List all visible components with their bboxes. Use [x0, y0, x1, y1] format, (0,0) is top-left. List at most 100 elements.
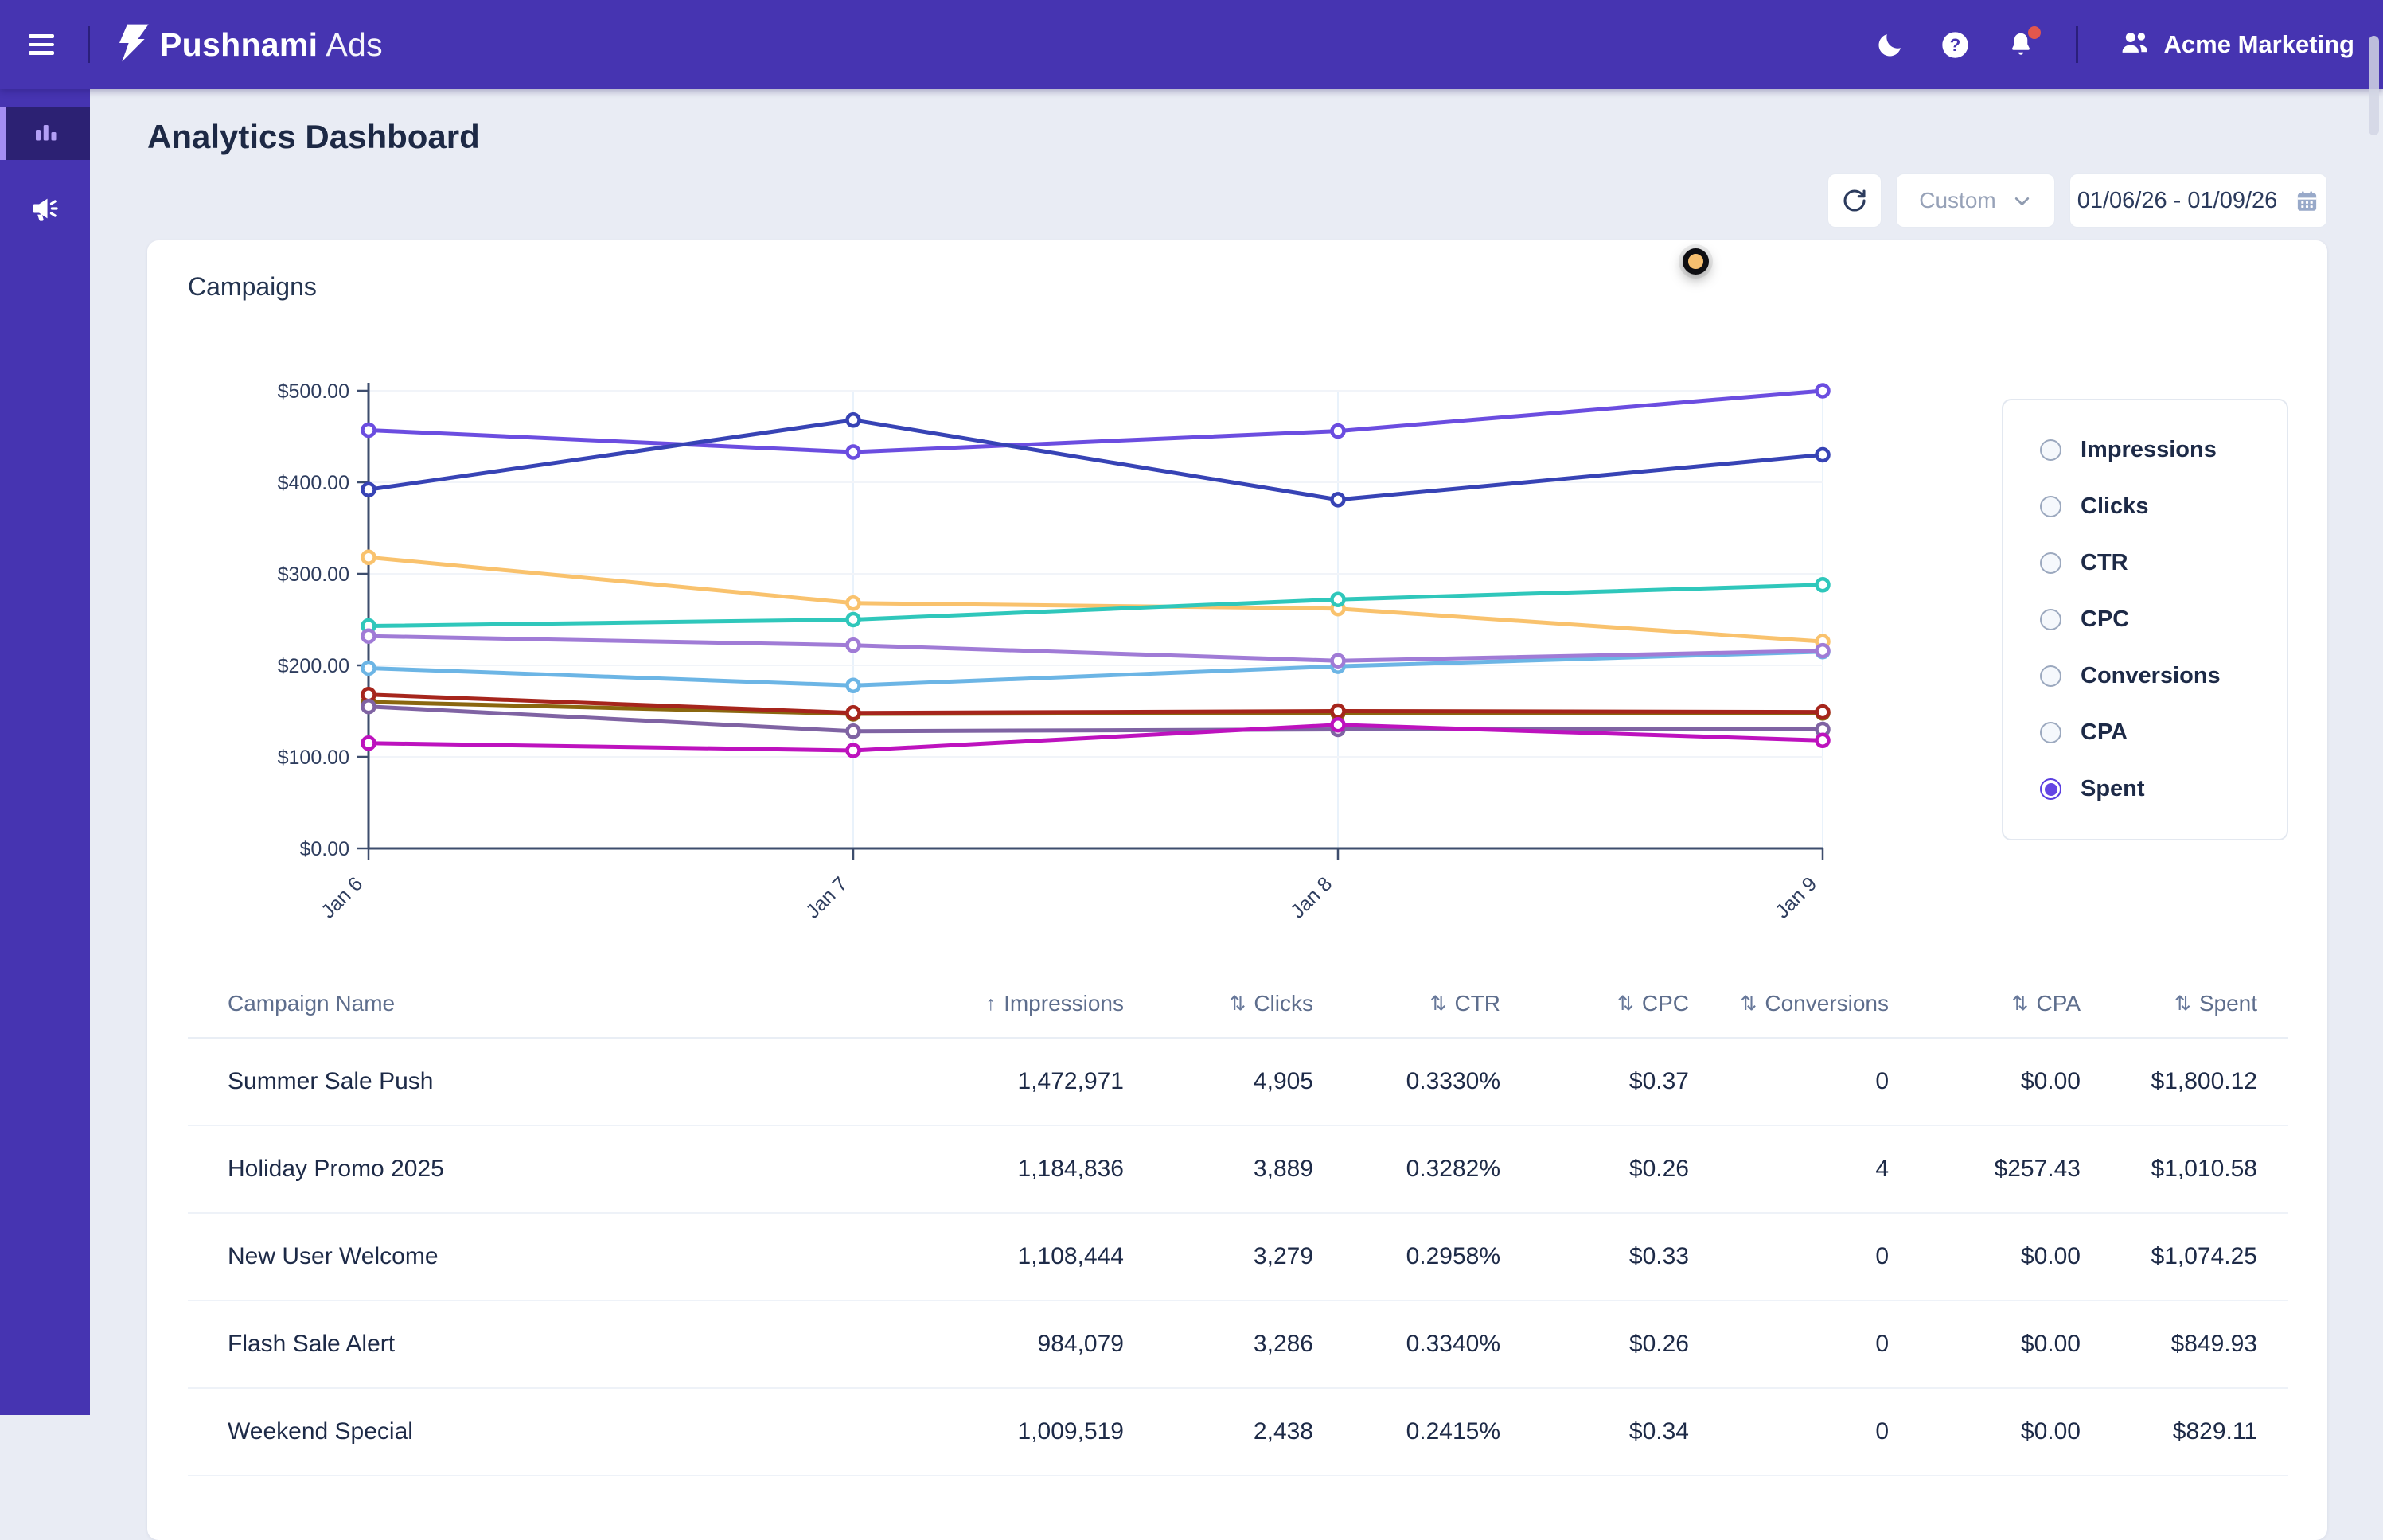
- column-header-conversions[interactable]: ⇅ Conversions: [1689, 973, 1889, 1037]
- data-point[interactable]: [1330, 653, 1346, 669]
- column-label: CTR: [1454, 991, 1500, 1016]
- topbar-divider: [88, 26, 90, 63]
- sort-icon: ⇅: [1740, 992, 1757, 1015]
- table-row[interactable]: Holiday Promo 2025 1,184,836 3,889 0.3282% $…: [188, 1126, 2288, 1214]
- radio-cpa[interactable]: [2040, 722, 2061, 743]
- radio-impressions[interactable]: [2040, 439, 2061, 461]
- legend-label: Impressions: [2081, 437, 2217, 462]
- data-point[interactable]: [1815, 577, 1831, 593]
- sidebar-item-analytics[interactable]: [0, 107, 90, 160]
- data-point[interactable]: [361, 422, 376, 439]
- legend-option-cpa[interactable]: CPA: [2040, 719, 2279, 746]
- data-point[interactable]: [845, 637, 861, 653]
- legend-label: CTR: [2081, 550, 2128, 575]
- legend-option-impressions[interactable]: Impressions: [2040, 437, 2279, 463]
- data-point[interactable]: [1330, 492, 1346, 508]
- page-title: Analytics Dashboard: [147, 118, 480, 155]
- data-point[interactable]: [361, 628, 376, 644]
- value-cell: 0.3340%: [1406, 1331, 1500, 1357]
- radio-spent[interactable]: [2040, 778, 2061, 800]
- radio-cpc[interactable]: [2040, 609, 2061, 630]
- table-row[interactable]: New User Welcome 1,108,444 3,279 0.2958% $0.…: [188, 1214, 2288, 1301]
- users-icon: [2118, 26, 2151, 64]
- table-row[interactable]: Flash Sale Alert 984,079 3,286 0.3340% $0.26…: [188, 1301, 2288, 1389]
- refresh-button[interactable]: [1827, 173, 1882, 228]
- chart-line-series-4: [366, 583, 1825, 629]
- data-point[interactable]: [845, 743, 861, 758]
- dark-mode-moon-icon[interactable]: [1875, 29, 1905, 60]
- data-point[interactable]: [845, 444, 861, 460]
- chevron-down-icon: [2014, 197, 2029, 205]
- data-point[interactable]: [1330, 703, 1346, 719]
- table-row[interactable]: Weekend Special 1,009,519 2,438 0.2415% $0.3…: [188, 1389, 2288, 1476]
- data-point[interactable]: [1815, 446, 1831, 463]
- value-cell: 0.2415%: [1406, 1418, 1500, 1444]
- lightning-bolt-icon: [114, 23, 149, 67]
- value-cell: 0.2958%: [1406, 1243, 1500, 1269]
- legend-option-cpc[interactable]: CPC: [2040, 606, 2279, 633]
- column-header-spent[interactable]: ⇅ Spent: [2081, 973, 2257, 1037]
- data-point[interactable]: [845, 723, 861, 739]
- campaign-name-cell: Flash Sale Alert: [228, 1331, 396, 1357]
- brand-name: Pushnami Ads: [160, 25, 383, 63]
- data-point[interactable]: [1330, 423, 1346, 439]
- data-point[interactable]: [845, 595, 861, 611]
- data-point[interactable]: [361, 699, 376, 715]
- chart-line-series-5: [366, 649, 1825, 688]
- data-point[interactable]: [845, 412, 861, 428]
- value-cell: 4: [1875, 1156, 1889, 1182]
- column-header-cpa[interactable]: ⇅ CPA: [1889, 973, 2081, 1037]
- column-header-ctr[interactable]: ⇅ CTR: [1313, 973, 1501, 1037]
- data-point[interactable]: [1815, 704, 1831, 720]
- data-point[interactable]: [361, 549, 376, 566]
- data-point[interactable]: [845, 611, 861, 628]
- value-cell: $1,074.25: [2151, 1243, 2257, 1269]
- help-icon[interactable]: ?: [1940, 29, 1971, 60]
- date-preset-value: Custom: [1919, 188, 1996, 212]
- legend-option-conversions[interactable]: Conversions: [2040, 663, 2279, 689]
- svg-text:$100.00: $100.00: [278, 747, 349, 769]
- brand-logo[interactable]: Pushnami Ads: [114, 23, 383, 67]
- value-cell: 1,184,836: [1017, 1156, 1124, 1182]
- value-cell: 3,286: [1253, 1331, 1313, 1357]
- column-header-cpc[interactable]: ⇅ CPC: [1500, 973, 1689, 1037]
- radio-conversions[interactable]: [2040, 665, 2061, 687]
- column-header-campaign-name[interactable]: Campaign Name: [188, 973, 933, 1037]
- value-cell: $0.37: [1628, 1068, 1689, 1094]
- data-point[interactable]: [361, 735, 376, 751]
- legend-label: Conversions: [2081, 663, 2221, 688]
- chart-line-series-6: [366, 634, 1825, 663]
- legend-option-ctr[interactable]: CTR: [2040, 550, 2279, 576]
- column-header-impressions[interactable]: ↑ Impressions: [933, 973, 1124, 1037]
- value-cell: 0.3282%: [1406, 1156, 1500, 1182]
- value-cell: $0.00: [2020, 1418, 2081, 1444]
- data-point[interactable]: [1330, 591, 1346, 607]
- hamburger-menu-icon[interactable]: [29, 27, 64, 62]
- value-cell: 1,108,444: [1017, 1243, 1124, 1269]
- data-point[interactable]: [1330, 717, 1346, 733]
- data-point[interactable]: [361, 660, 376, 676]
- value-cell: 0: [1875, 1331, 1889, 1357]
- chart-line-series-1: [366, 388, 1825, 454]
- data-point[interactable]: [845, 677, 861, 694]
- radio-ctr[interactable]: [2040, 552, 2061, 574]
- data-point[interactable]: [361, 481, 376, 497]
- date-range-input[interactable]: 01/06/26 - 01/09/26: [2069, 173, 2327, 228]
- sidebar-item-campaigns[interactable]: [0, 184, 90, 236]
- column-label: Spent: [2198, 991, 2257, 1016]
- radio-clicks[interactable]: [2040, 496, 2061, 517]
- data-point[interactable]: [1815, 383, 1831, 399]
- value-cell: $849.93: [2170, 1331, 2257, 1357]
- date-preset-select[interactable]: Custom: [1896, 173, 2055, 228]
- table-row[interactable]: Summer Sale Push 1,472,971 4,905 0.3330% $0.…: [188, 1039, 2288, 1126]
- data-point[interactable]: [845, 705, 861, 721]
- legend-option-clicks[interactable]: Clicks: [2040, 493, 2279, 520]
- account-menu[interactable]: Acme Marketing: [2118, 26, 2354, 64]
- data-point[interactable]: [1815, 642, 1831, 659]
- column-header-clicks[interactable]: ⇅ Clicks: [1124, 973, 1313, 1037]
- legend-option-spent[interactable]: Spent: [2040, 776, 2279, 802]
- scrollbar-thumb[interactable]: [2369, 36, 2379, 135]
- account-name: Acme Marketing: [2163, 30, 2354, 58]
- data-point[interactable]: [1815, 732, 1831, 749]
- notifications-bell-icon[interactable]: [2006, 26, 2041, 60]
